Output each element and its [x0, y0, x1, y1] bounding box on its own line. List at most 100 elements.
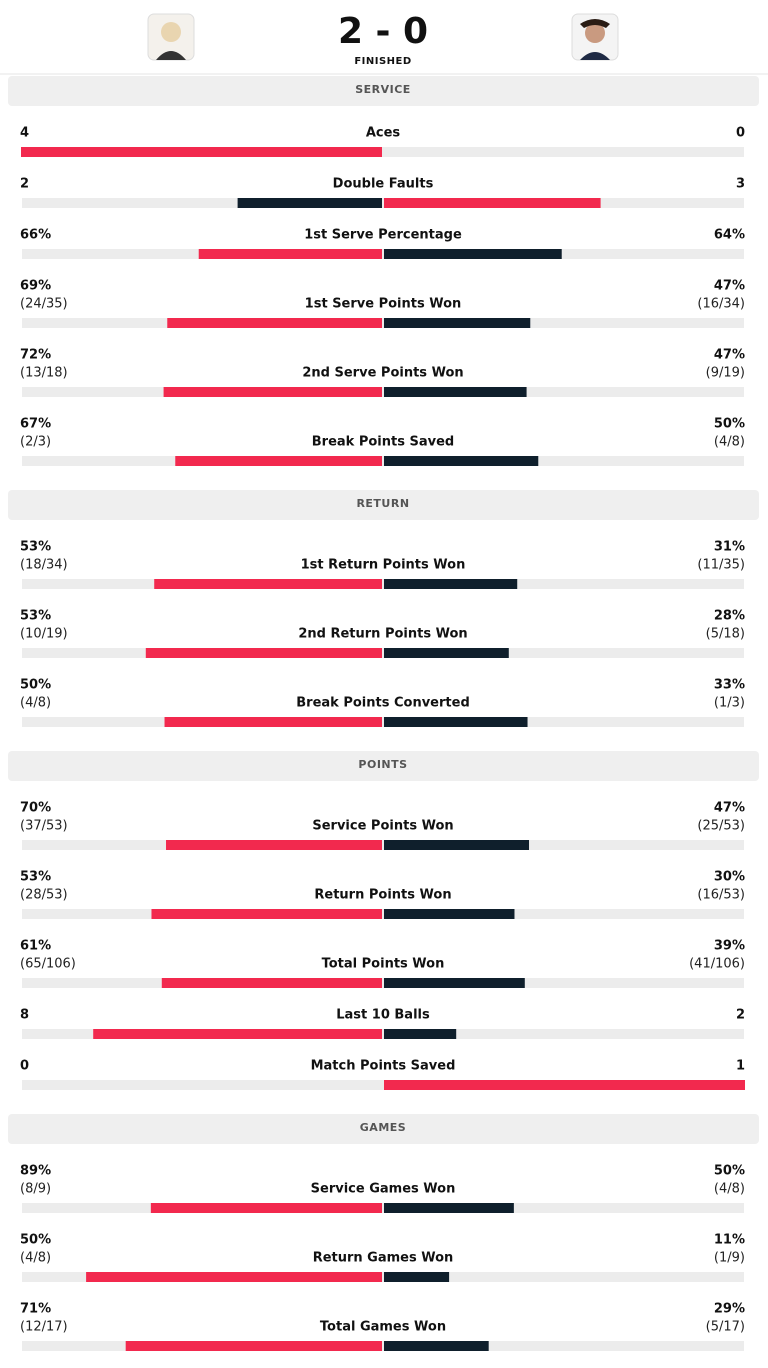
bar-track — [22, 840, 744, 850]
stat-label: Last 10 Balls — [336, 1008, 430, 1023]
right-bar — [384, 318, 531, 328]
left-bar — [93, 1029, 382, 1039]
right-value: 50% — [714, 1164, 745, 1179]
section-title: GAMES — [360, 1121, 406, 1134]
left-value: 89% — [20, 1164, 51, 1179]
match-header: 2 - 0 FINISHED — [0, 11, 768, 75]
right-value: 31% — [714, 540, 745, 555]
stat-label: Break Points Converted — [296, 696, 470, 711]
stat-row: 69% 47% (24/35) (16/34) 1st Serve Points Won — [20, 279, 745, 328]
left-bar — [161, 978, 382, 988]
right-detail: (9/19) — [706, 366, 745, 381]
left-bar — [145, 648, 382, 658]
bar-track — [22, 1029, 744, 1039]
right-detail: (16/34) — [697, 297, 745, 312]
stat-row: 72% 47% (13/18) (9/19) 2nd Serve Points Won — [20, 348, 745, 397]
bar-track — [22, 909, 744, 919]
stat-row: 2 3 Double Faults — [20, 177, 745, 208]
right-value: 47% — [714, 279, 745, 294]
stat-row: 53% 30% (28/53) (16/53) Return Points Won — [20, 870, 745, 919]
right-value: 2 — [736, 1008, 745, 1023]
stat-label: Return Points Won — [314, 888, 451, 903]
bar-track — [22, 1203, 744, 1213]
stat-row: 71% 29% (12/17) (5/17) Total Games Won — [20, 1302, 745, 1351]
left-value: 53% — [20, 870, 51, 885]
right-bar — [384, 387, 527, 397]
right-bar — [384, 456, 539, 466]
right-value: 39% — [714, 939, 745, 954]
left-bar — [86, 1272, 382, 1282]
right-detail: (41/106) — [689, 957, 745, 972]
left-value: 69% — [20, 279, 51, 294]
left-detail: (4/8) — [20, 696, 51, 711]
left-detail: (13/18) — [20, 366, 68, 381]
right-detail: (4/8) — [714, 435, 745, 450]
right-bar — [384, 909, 515, 919]
right-value: 0 — [736, 126, 745, 141]
stat-label: Break Points Saved — [312, 435, 454, 450]
right-value: 28% — [714, 609, 745, 624]
match-status: FINISHED — [354, 56, 411, 67]
bar-track — [22, 1272, 744, 1282]
left-bar — [21, 147, 382, 157]
stat-label: Service Points Won — [312, 819, 453, 834]
section-header — [8, 1114, 759, 1144]
left-detail: (10/19) — [20, 627, 68, 642]
right-value: 64% — [714, 228, 745, 243]
left-value: 61% — [20, 939, 51, 954]
bar-track — [22, 318, 744, 328]
left-bar — [167, 318, 382, 328]
left-value: 66% — [20, 228, 51, 243]
right-value: 33% — [714, 678, 745, 693]
left-bar — [175, 456, 382, 466]
stat-row: 66% 64% 1st Serve Percentage — [20, 228, 745, 259]
stat-row: 8 2 Last 10 Balls — [20, 1008, 745, 1039]
right-value: 11% — [714, 1233, 745, 1248]
avatar-head — [161, 22, 181, 42]
left-detail: (4/8) — [20, 1251, 51, 1266]
stat-label: Aces — [366, 126, 401, 141]
section-header — [8, 76, 759, 106]
score: 2 - 0 — [338, 11, 428, 52]
left-detail: (28/53) — [20, 888, 68, 903]
stat-row: 50% 11% (4/8) (1/9) Return Games Won — [20, 1233, 745, 1282]
left-bar — [154, 579, 382, 589]
right-value: 50% — [714, 417, 745, 432]
stat-row: 70% 47% (37/53) (25/53) Service Points Won — [20, 801, 745, 850]
stat-label: Return Games Won — [313, 1251, 454, 1266]
stats-section: SERVICE 4 0 Aces 2 3 Double Faults 66% 64% 1st Se… — [8, 76, 759, 466]
right-bar — [384, 198, 601, 208]
left-value: 71% — [20, 1302, 51, 1317]
right-value: 47% — [714, 348, 745, 363]
left-value: 67% — [20, 417, 51, 432]
bar-track — [22, 978, 744, 988]
bar-track — [22, 1080, 744, 1090]
left-detail: (37/53) — [20, 819, 68, 834]
stat-row: 61% 39% (65/106) (41/106) Total Points Won — [20, 939, 745, 988]
left-detail: (24/35) — [20, 297, 68, 312]
right-bar — [384, 978, 525, 988]
stat-label: Service Games Won — [311, 1182, 456, 1197]
avatar-body — [156, 51, 186, 60]
left-value: 2 — [20, 177, 29, 192]
left-bar — [163, 387, 382, 397]
bar-track — [22, 198, 744, 208]
left-value: 0 — [20, 1059, 29, 1074]
stat-label: 2nd Return Points Won — [298, 627, 467, 642]
left-bar — [150, 1203, 382, 1213]
stat-row: 50% 33% (4/8) (1/3) Break Points Converted — [20, 678, 745, 727]
left-value: 4 — [20, 126, 29, 141]
right-detail: (4/8) — [714, 1182, 745, 1197]
stat-row: 89% 50% (8/9) (4/8) Service Games Won — [20, 1164, 745, 1213]
right-bar — [384, 1272, 450, 1282]
bar-track — [22, 147, 744, 157]
left-bar — [151, 909, 382, 919]
bar-track — [22, 717, 744, 727]
stat-label: 1st Serve Points Won — [305, 297, 462, 312]
bar-track — [22, 456, 744, 466]
right-bar — [384, 1029, 457, 1039]
left-value: 53% — [20, 609, 51, 624]
left-bar — [164, 717, 382, 727]
right-bar — [384, 1203, 514, 1213]
